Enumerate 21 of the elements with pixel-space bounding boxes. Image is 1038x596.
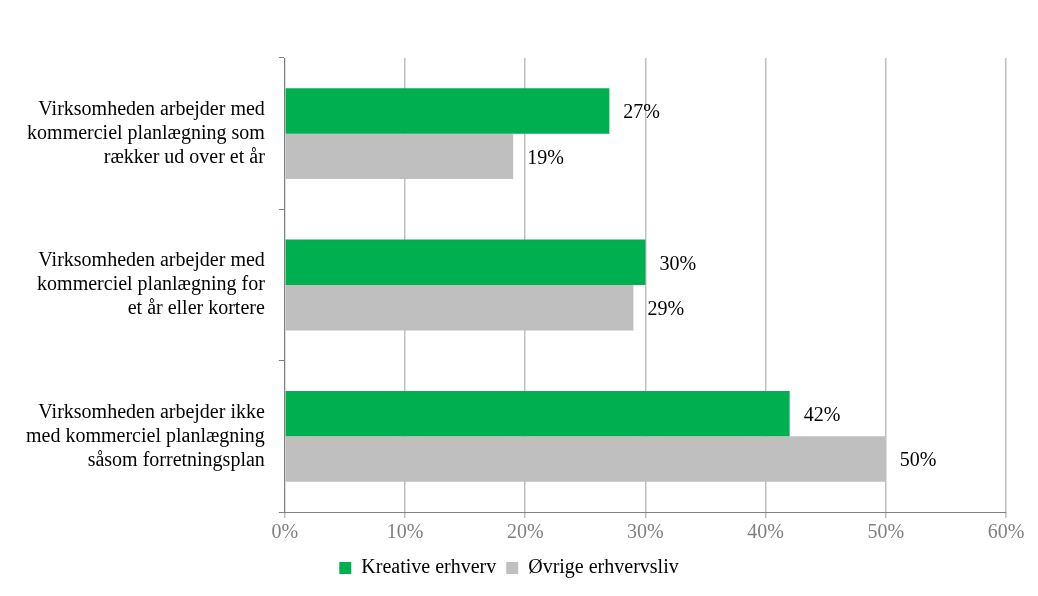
data-label: 42%	[803, 402, 841, 425]
x-tick-label: 10%	[386, 520, 424, 543]
x-tick-label: 40%	[747, 520, 784, 543]
data-label: 19%	[527, 145, 564, 168]
bar	[285, 390, 790, 437]
y-tick-label: Virksomheden arbejder med kommerciel planlægning som rækker ud over et år	[27, 96, 266, 167]
x-tick-label: 20%	[506, 520, 544, 543]
legend-label: Kreative erhverv	[361, 555, 497, 578]
x-tick-label: 30%	[627, 520, 664, 543]
y-tick-label: Virksomheden arbejder ikke med kommerciel planlægning såsom forretningsplan	[25, 399, 265, 471]
bar	[285, 239, 646, 285]
bar	[285, 88, 610, 134]
x-tick-label: 0%	[271, 520, 299, 543]
y-tick-label: Virksomheden arbejder med kommerciel planlægning for et år eller kortere	[37, 248, 266, 319]
x-tick-label: 50%	[867, 520, 905, 543]
data-label: 30%	[659, 251, 697, 274]
data-label: 27%	[623, 100, 661, 123]
x-tick-label: 60%	[987, 520, 1025, 543]
data-label: 29%	[647, 296, 685, 319]
data-label: 50%	[899, 448, 937, 471]
legend-label: Øvrige erhvervsliv	[528, 555, 679, 579]
